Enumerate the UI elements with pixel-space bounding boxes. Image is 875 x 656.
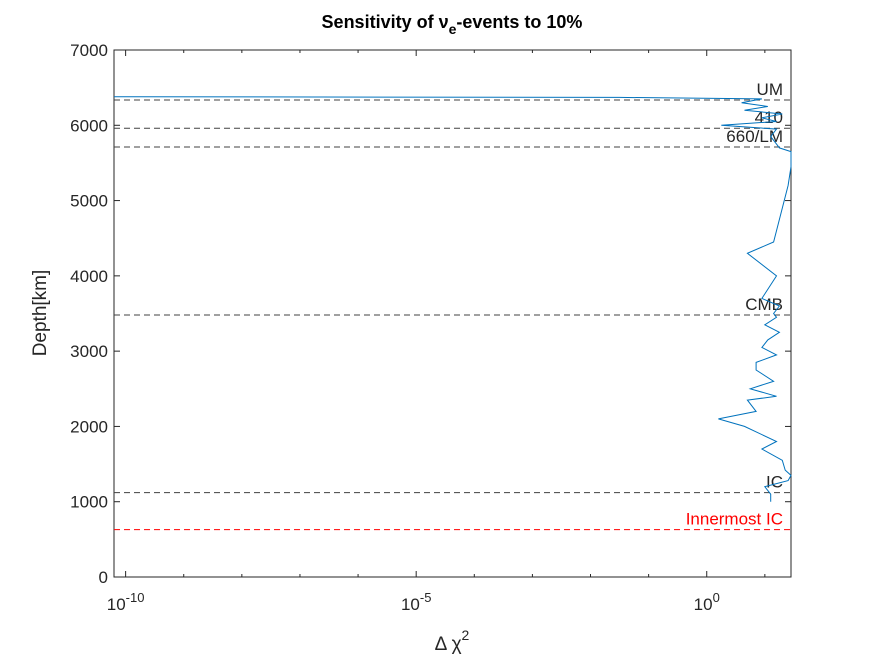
y-tick-label: 7000: [70, 41, 108, 60]
reference-line-label: UM: [757, 80, 783, 99]
y-tick-label: 3000: [70, 342, 108, 361]
reference-line-label: 660/LM: [726, 127, 783, 146]
reference-line-label: CMB: [745, 295, 783, 314]
x-tick-label: 10-5: [401, 590, 431, 614]
plot-area: [114, 50, 791, 577]
y-tick-label: 1000: [70, 493, 108, 512]
chart-title-suffix: -events to 10%: [456, 12, 582, 32]
reference-line-label: Innermost IC: [686, 510, 783, 529]
chart-title-subscript: e: [449, 21, 457, 37]
y-tick-label: 5000: [70, 192, 108, 211]
chart-title-main: Sensitivity of ν: [322, 12, 449, 32]
x-tick-label: 10-10: [107, 590, 145, 614]
x-axis-label-main: Δ χ: [435, 634, 462, 655]
chart-title: Sensitivity of νe-events to 10%: [322, 12, 583, 37]
x-axis-label: Δ χ2: [435, 627, 470, 655]
y-tick-label: 2000: [70, 417, 108, 436]
x-axis-label-superscript: 2: [462, 627, 470, 643]
y-tick-label: 0: [99, 568, 108, 587]
reference-line-label: 410: [755, 108, 783, 127]
x-tick-label: 100: [694, 590, 720, 614]
y-axis-label: Depth[km]: [30, 270, 51, 357]
y-tick-label: 4000: [70, 267, 108, 286]
y-tick-label: 6000: [70, 116, 108, 135]
